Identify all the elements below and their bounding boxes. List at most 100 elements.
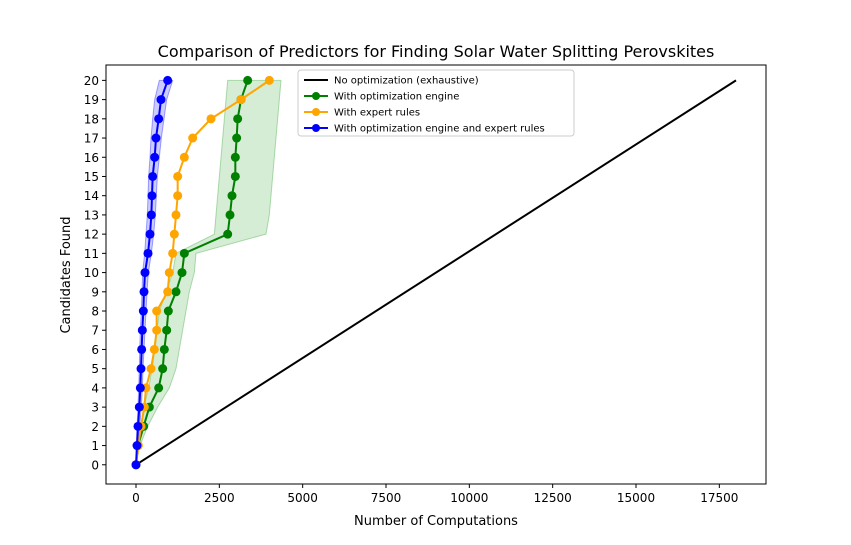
plot-frame: [105, 64, 767, 485]
point-series-1-9: [171, 287, 181, 297]
point-series-3-7: [137, 325, 147, 335]
y-tick-label-16: 16: [84, 151, 99, 165]
series-lines: [131, 75, 737, 470]
y-tick-label-12: 12: [84, 228, 99, 242]
point-series-1-17: [232, 133, 242, 143]
y-tick-label-10: 10: [84, 266, 99, 280]
point-series-3-9: [139, 287, 149, 297]
point-series-1-11: [179, 248, 189, 258]
y-tick-label-17: 17: [84, 132, 99, 146]
point-series-1-4: [154, 383, 164, 393]
x-tick-label-2: 5000: [287, 491, 318, 505]
point-series-2-19: [236, 95, 246, 105]
point-series-2-17: [188, 133, 198, 143]
point-series-3-20: [163, 75, 173, 85]
y-tick-label-15: 15: [84, 170, 99, 184]
y-tick-label-6: 6: [91, 343, 99, 357]
point-series-2-15: [173, 171, 183, 181]
point-series-3-4: [135, 383, 145, 393]
legend-box: [297, 69, 575, 137]
point-series-1-5: [158, 364, 168, 374]
x-tick-label-6: 15000: [617, 491, 655, 505]
point-series-3-3: [134, 402, 144, 412]
y-tick-label-0: 0: [91, 458, 99, 472]
point-series-3-13: [146, 210, 156, 220]
point-series-2-13: [171, 210, 181, 220]
x-tick-label-7: 17500: [700, 491, 738, 505]
y-tick-label-2: 2: [91, 420, 99, 434]
point-series-2-7: [152, 325, 162, 335]
point-series-2-5: [146, 364, 156, 374]
point-series-3-1: [132, 441, 142, 451]
chart-title: Comparison of Predictors for Finding Sol…: [158, 42, 715, 61]
point-series-2-9: [163, 287, 173, 297]
point-series-2-11: [168, 248, 178, 258]
legend-entry-1: With optimization engine: [334, 92, 459, 103]
y-tick-label-9: 9: [91, 285, 99, 299]
series-line-0: [135, 79, 737, 466]
y-tick-label-13: 13: [84, 208, 99, 222]
y-tick-label-4: 4: [91, 381, 99, 395]
point-series-1-10: [177, 268, 187, 278]
y-tick-label-18: 18: [84, 112, 99, 126]
legend-marker-2: [312, 108, 320, 116]
point-series-3-10: [140, 268, 150, 278]
y-tick-label-5: 5: [91, 362, 99, 376]
point-series-2-20: [264, 75, 274, 85]
point-series-1-20: [243, 75, 253, 85]
point-series-2-12: [169, 229, 179, 239]
point-series-3-0: [131, 460, 141, 470]
point-series-3-12: [145, 229, 155, 239]
point-series-3-18: [154, 114, 164, 124]
y-tick-label-19: 19: [84, 93, 99, 107]
point-series-1-13: [225, 210, 235, 220]
point-series-2-10: [164, 268, 174, 278]
point-series-1-12: [223, 229, 233, 239]
point-series-2-16: [179, 152, 189, 162]
point-series-2-18: [206, 114, 216, 124]
legend-entry-0: No optimization (exhaustive): [334, 76, 479, 87]
point-series-1-8: [163, 306, 173, 316]
x-tick-label-4: 10000: [450, 491, 488, 505]
point-series-2-6: [149, 344, 159, 354]
y-tick-label-7: 7: [91, 324, 99, 338]
point-series-2-8: [152, 306, 162, 316]
point-series-3-15: [148, 171, 158, 181]
legend-entry-2: With expert rules: [334, 108, 420, 119]
point-series-3-5: [136, 364, 146, 374]
legend-marker-1: [312, 92, 320, 100]
point-series-1-16: [230, 152, 240, 162]
y-tick-label-3: 3: [91, 401, 99, 415]
y-axis-label: Candidates Found: [59, 216, 74, 333]
point-series-3-8: [138, 306, 148, 316]
x-axis-label: Number of Computations: [354, 514, 518, 529]
point-series-3-6: [137, 344, 147, 354]
y-tick-label-1: 1: [91, 439, 99, 453]
y-tick-label-11: 11: [84, 247, 99, 261]
legend-marker-3: [312, 124, 320, 132]
point-series-1-15: [230, 171, 240, 181]
point-series-1-6: [159, 344, 169, 354]
point-series-3-2: [133, 421, 143, 431]
y-tick-label-20: 20: [84, 74, 99, 88]
legend-entry-3: With optimization engine and expert rule…: [334, 124, 545, 135]
point-series-1-18: [233, 114, 243, 124]
x-axis-ticks: 0 2500 5000 7500 10000 12500 15000 17500: [132, 484, 738, 505]
point-series-3-11: [143, 248, 153, 258]
point-series-3-14: [147, 191, 157, 201]
point-series-3-16: [150, 152, 160, 162]
legend: No optimization (exhaustive) With optimiz…: [297, 69, 575, 137]
y-tick-label-14: 14: [84, 189, 99, 203]
point-series-2-14: [173, 191, 183, 201]
x-tick-label-1: 2500: [204, 491, 235, 505]
point-series-3-17: [151, 133, 161, 143]
x-tick-label-0: 0: [132, 491, 140, 505]
x-tick-label-3: 7500: [371, 491, 402, 505]
y-tick-label-8: 8: [91, 305, 99, 319]
point-series-1-7: [162, 325, 172, 335]
point-series-1-14: [227, 191, 237, 201]
x-tick-label-5: 12500: [534, 491, 572, 505]
point-series-3-19: [156, 95, 166, 105]
